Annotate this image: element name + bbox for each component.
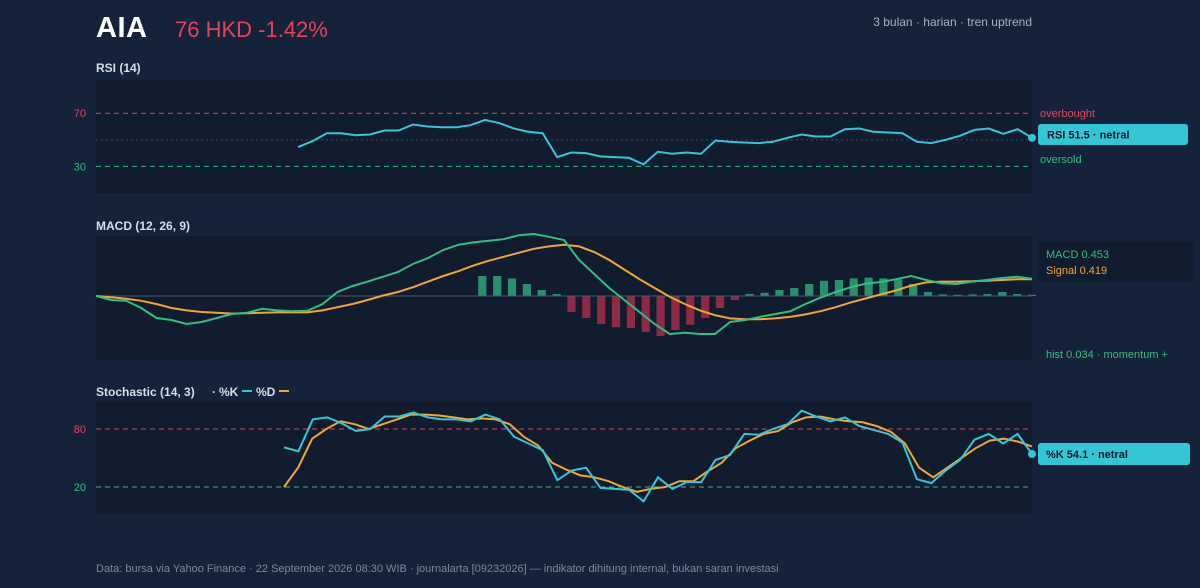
stoch-k-line	[283, 409, 1033, 503]
macd-hist-bar	[923, 292, 933, 296]
stoch-d-line	[283, 413, 1033, 493]
macd-hist-bar	[715, 296, 725, 308]
ticker-symbol: AIA	[96, 12, 148, 44]
macd-hist-bar	[537, 290, 546, 296]
macd-hist-bar	[552, 294, 561, 296]
macd-hist-bar	[894, 279, 903, 296]
macd-hist-bar	[582, 296, 591, 318]
rsi-title: RSI (14)	[96, 61, 141, 75]
price-change: 76 HKD -1.42%	[175, 17, 328, 42]
macd-hist-bar	[745, 294, 754, 296]
macd-legend-box	[1038, 242, 1194, 282]
oversold-label: oversold	[1040, 154, 1082, 166]
period-info: 3 bulan · harian · tren uptrend	[873, 15, 1032, 29]
macd-hist-bar	[909, 284, 918, 296]
stoch-badge	[1038, 443, 1190, 465]
rsi-last-point	[1028, 133, 1036, 142]
macd-chart: MACD (12, 26, 9) MACD 0.453 Signal 0.419…	[95, 219, 1194, 361]
macd-hist-bar	[834, 280, 843, 296]
macd-hist-bar	[790, 288, 799, 296]
hist-legend-value: hist 0.034 · momentum +	[1046, 349, 1168, 361]
macd-hist-bar	[478, 276, 487, 296]
stochastic-title: Stochastic (14, 3)	[96, 385, 195, 399]
macd-hist-bar	[879, 278, 888, 296]
macd-hist-bar	[686, 296, 695, 325]
stoch-last-point	[1028, 450, 1036, 459]
macd-hist-bar	[805, 284, 814, 296]
macd-hist-bar	[864, 277, 873, 296]
rsi-line	[297, 118, 1033, 166]
macd-hist-bar	[775, 290, 784, 296]
macd-hist-bar	[641, 296, 650, 332]
stochastic-d-legend: %D	[256, 385, 276, 399]
macd-hist-bar	[507, 278, 517, 296]
rsi-panel	[96, 80, 1032, 193]
rsi-chart: RSI (14) overbought oversold RSI 51.5 · …	[74, 61, 1188, 193]
macd-hist-bar	[998, 292, 1007, 296]
macd-hist-bar	[953, 294, 962, 296]
stoch-badge-text: %K 54.1 · netral	[1046, 449, 1128, 461]
rsi-tick-label: 70	[74, 108, 86, 120]
stoch-tick-label: 80	[74, 424, 86, 436]
overbought-label: overbought	[1040, 108, 1095, 120]
stochastic-title-sep: ·	[212, 385, 216, 399]
macd-hist-bar	[493, 276, 502, 296]
signal-line	[95, 243, 1032, 321]
macd-hist-bar	[701, 296, 710, 318]
rsi-badge-text: RSI 51.5 · netral	[1047, 130, 1130, 142]
macd-hist-bar	[983, 294, 992, 296]
macd-hist-bar	[968, 294, 977, 296]
macd-panel	[96, 236, 1032, 360]
macd-hist-bar	[611, 296, 621, 328]
stochastic-panel	[96, 402, 1032, 514]
macd-hist-bar	[626, 296, 635, 328]
footer-source: Data: bursa via Yahoo Finance · 22 Septe…	[96, 563, 779, 575]
macd-hist-bar	[567, 296, 576, 312]
macd-line	[95, 232, 1033, 336]
macd-title: MACD (12, 26, 9)	[96, 219, 190, 233]
macd-hist-bar	[730, 296, 739, 300]
rsi-tick-label: 30	[74, 161, 86, 173]
header: AIA 76 HKD -1.42% 3 bulan · harian · tre…	[0, 0, 1200, 56]
macd-hist-bar	[597, 296, 606, 324]
macd-hist-bar	[656, 296, 665, 336]
macd-hist-bar	[938, 294, 947, 296]
macd-hist-bar	[819, 280, 829, 296]
macd-hist-bar	[1027, 294, 1037, 296]
signal-legend-value: Signal 0.419	[1046, 265, 1107, 277]
macd-hist-bar	[1013, 294, 1022, 296]
rsi-badge	[1038, 124, 1188, 145]
macd-legend-value: MACD 0.453	[1046, 249, 1109, 261]
stoch-tick-label: 20	[74, 482, 86, 494]
stochastic-k-legend: %K	[219, 385, 239, 399]
macd-hist-bar	[760, 292, 769, 296]
stochastic-chart: Stochastic (14, 3) · %K %D %K 54.1 · net…	[74, 385, 1190, 514]
macd-hist-bar	[671, 296, 680, 330]
macd-hist-bar	[522, 284, 531, 296]
